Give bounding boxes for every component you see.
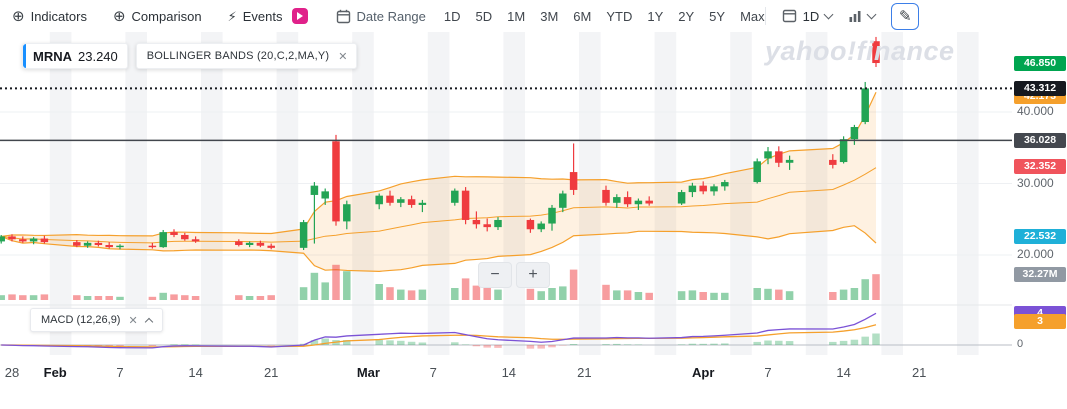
drawn-line-badge: 36.028 [1014,132,1066,148]
range-button-5d[interactable]: 5D [475,8,493,24]
chevron-down-icon [866,9,877,19]
symbol-legend-chip[interactable]: MRNA 23.240 [22,43,128,69]
range-button-5y[interactable]: 5Y [709,8,726,24]
zoom-out-button[interactable]: − [478,262,512,288]
x-axis-tick: 14 [188,365,203,380]
x-axis-tick: 7 [429,365,437,380]
symbol-accent-bar [23,44,26,68]
x-axis-tick: Feb [43,365,67,380]
chevron-down-icon [823,9,834,19]
plus-icon: + [528,266,538,283]
last-price-badge: 46.850 [1014,55,1066,71]
bollinger-indicator-chip[interactable]: BOLLINGER BANDS (20,C,2,MA,Y) ✕ [135,43,358,69]
price-chart-canvas[interactable] [0,32,1012,357]
range-button-group: 1D 5D 1M 3M 6M YTD 1Y 2Y 5Y Max [444,9,765,24]
macd-indicator-label: MACD (12,26,9) [41,314,121,326]
range-button-2y[interactable]: 2Y [678,8,695,24]
interval-button[interactable]: 1D [782,8,834,24]
plus-circle-icon: ⊕ [12,7,25,25]
volume-badge: 32.27M [1014,266,1066,282]
draw-tool-button[interactable]: ✎ [891,2,920,30]
bollinger-lower-badge: 22.532 [1014,229,1066,245]
range-button-3m[interactable]: 3M [540,8,559,24]
pencil-icon: ✎ [898,7,912,25]
macd-zero-label: 0 [1017,338,1024,350]
x-axis-tick: Mar [356,365,380,380]
premium-arrow-icon [297,12,304,20]
range-button-1d[interactable]: 1D [443,8,461,24]
x-axis-tick: Apr [691,365,715,380]
zoom-controls: − + [478,262,550,288]
price-axis: 40.000 30.000 20.000 46.850 42.173 43.312 36.0… [1012,32,1067,362]
toolbar-right-group: 1D ✎ [764,2,920,30]
price-axis-label: 30.000 [1017,175,1054,190]
range-button-1y[interactable]: 1Y [647,8,664,24]
range-button-1m[interactable]: 1M [507,8,526,24]
x-axis-tick: 28 [4,365,20,380]
close-icon[interactable]: ✕ [128,314,138,327]
bollinger-indicator-label: BOLLINGER BANDS (20,C,2,MA,Y) [146,50,330,62]
range-button-6m[interactable]: 6M [573,8,592,24]
zoom-in-button[interactable]: + [516,262,550,288]
bollinger-middle-badge: 32.352 [1014,159,1066,175]
comparison-button[interactable]: ⊕ Comparison [113,9,202,24]
price-axis-label: 40.000 [1017,104,1054,118]
x-axis-tick: 21 [911,365,927,380]
price-axis-label: 20.000 [1017,247,1054,261]
date-range-label: Date Range [356,8,426,24]
symbol-ticker: MRNA [33,48,72,64]
toolbar-separator [764,7,766,25]
indicators-label: Indicators [30,8,87,24]
chart-canvas-area: 40.000 30.000 20.000 46.850 42.173 43.312 36.0… [0,32,1067,409]
x-axis-tick: 14 [501,365,517,380]
symbol-price-value: 23.240 [78,48,118,64]
range-button-max[interactable]: Max [740,8,765,24]
chart-toolbar: ⊕ Indicators ⊕ Comparison ⚡ Events Date … [0,0,1067,32]
comparison-label: Comparison [131,8,202,24]
lightning-icon: ⚡ [227,8,237,24]
chart-legend: MRNA 23.240 BOLLINGER BANDS (20,C,2,MA,Y… [22,43,358,69]
x-axis-tick: 14 [836,365,851,380]
crosshair-price-badge: 43.312 [1014,80,1066,96]
calendar-icon [336,9,350,23]
x-axis-tick: 21 [263,365,279,380]
interval-value: 1D [802,8,820,24]
bar-chart-icon [849,11,861,22]
events-label: Events [242,8,283,24]
date-range-button[interactable]: Date Range [336,9,426,24]
macd-signal-badge: 3 [1014,314,1066,329]
range-button-ytd[interactable]: YTD [606,8,633,24]
x-axis-tick: 7 [116,365,124,380]
time-axis: 28 Feb 7 14 21 Mar 7 14 21 Apr 7 14 21 [0,357,1012,385]
macd-indicator-chip[interactable]: MACD (12,26,9) ✕ [30,308,163,332]
minus-icon: − [490,266,500,283]
indicators-button[interactable]: ⊕ Indicators [12,9,87,24]
x-axis-tick: 21 [577,365,592,380]
x-axis-tick: 7 [764,365,772,380]
plus-circle-icon: ⊕ [112,7,126,25]
interval-window-icon [782,9,796,23]
collapse-panel-icon[interactable] [144,317,153,327]
premium-badge [291,8,308,24]
close-icon[interactable]: ✕ [338,50,348,63]
events-button[interactable]: ⚡ Events [228,8,308,24]
chart-type-button[interactable] [848,9,877,23]
